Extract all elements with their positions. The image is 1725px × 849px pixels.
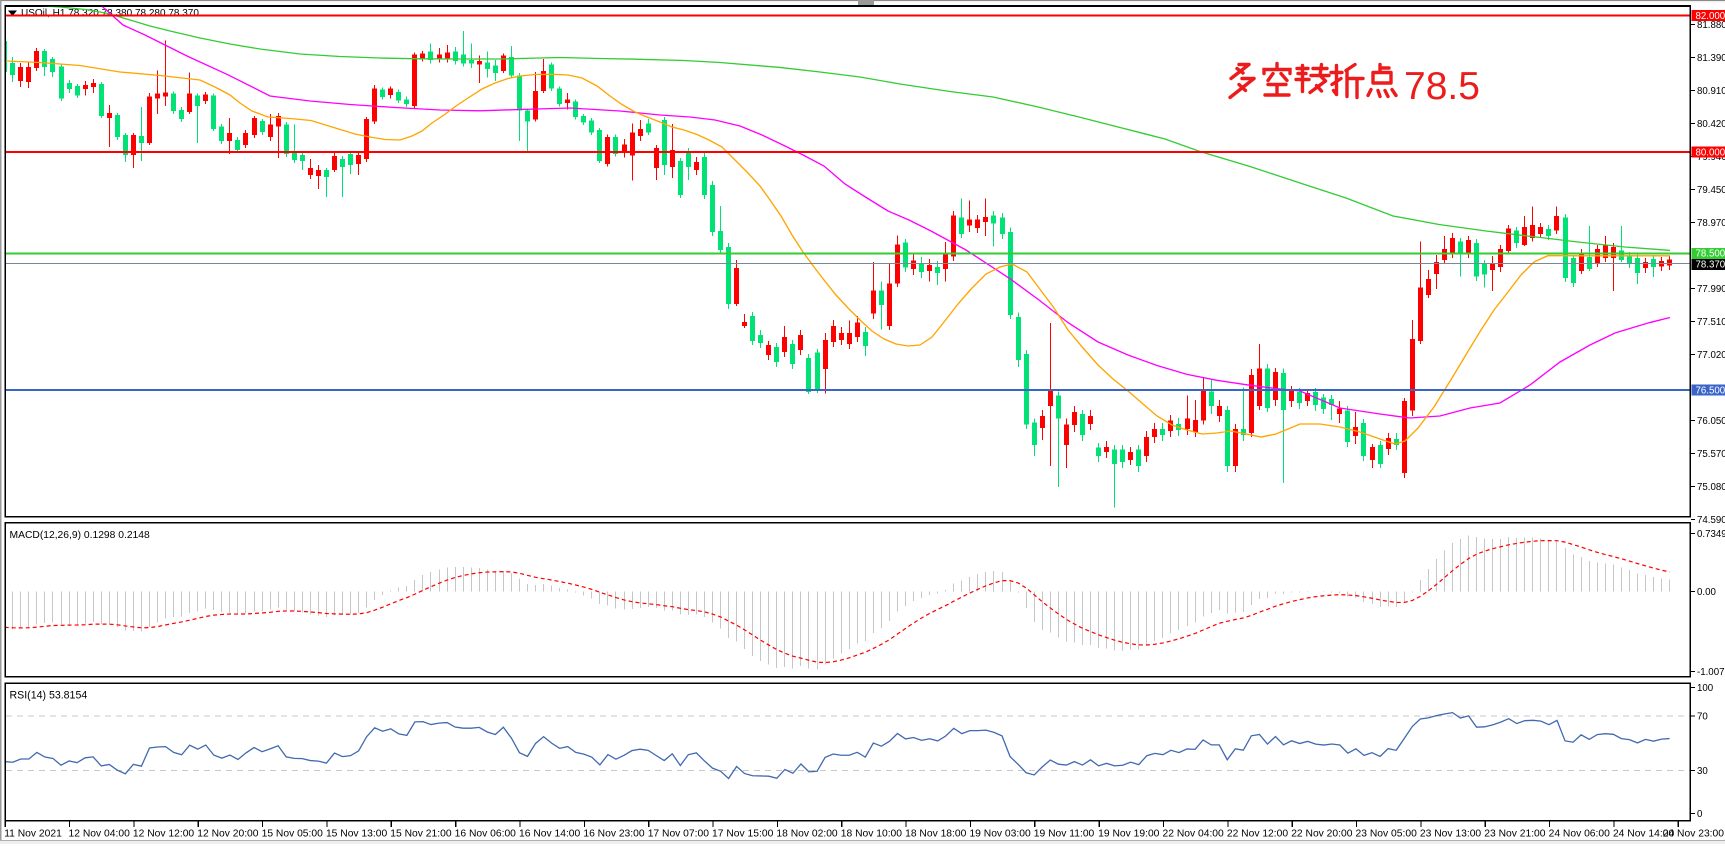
svg-text:17 Nov 07:00: 17 Nov 07:00 xyxy=(648,829,710,840)
svg-text:74.590: 74.590 xyxy=(1697,515,1725,526)
svg-text:11 Nov 2021: 11 Nov 2021 xyxy=(4,829,62,840)
svg-text:19 Nov 19:00: 19 Nov 19:00 xyxy=(1098,829,1160,840)
svg-text:23 Nov 13:00: 23 Nov 13:00 xyxy=(1420,829,1482,840)
svg-text:15 Nov 13:00: 15 Nov 13:00 xyxy=(326,829,388,840)
svg-text:-1.007: -1.007 xyxy=(1697,667,1724,678)
svg-text:78.970: 78.970 xyxy=(1697,218,1725,229)
svg-text:0: 0 xyxy=(1697,809,1703,820)
svg-text:MACD(12,26,9) 0.1298 0.2148: MACD(12,26,9) 0.1298 0.2148 xyxy=(10,530,151,541)
svg-text:30: 30 xyxy=(1697,766,1708,777)
svg-text:12 Nov 20:00: 12 Nov 20:00 xyxy=(197,829,259,840)
svg-text:75.080: 75.080 xyxy=(1697,482,1725,493)
svg-text:76.050: 76.050 xyxy=(1697,416,1725,427)
svg-text:76.500: 76.500 xyxy=(1696,385,1725,396)
svg-text:78.500: 78.500 xyxy=(1696,249,1725,260)
svg-text:78.5: 78.5 xyxy=(1404,65,1480,108)
svg-text:15 Nov 05:00: 15 Nov 05:00 xyxy=(262,829,324,840)
svg-text:19 Nov 03:00: 19 Nov 03:00 xyxy=(969,829,1031,840)
svg-text:0.7349: 0.7349 xyxy=(1697,529,1725,540)
svg-text:78.370: 78.370 xyxy=(1696,260,1725,271)
svg-text:18 Nov 10:00: 18 Nov 10:00 xyxy=(841,829,903,840)
svg-text:81.390: 81.390 xyxy=(1697,53,1725,64)
svg-text:23 Nov 21:00: 23 Nov 21:00 xyxy=(1484,829,1546,840)
svg-text:100: 100 xyxy=(1697,683,1714,694)
svg-text:77.510: 77.510 xyxy=(1697,317,1725,328)
svg-text:22 Nov 20:00: 22 Nov 20:00 xyxy=(1291,829,1353,840)
svg-text:RSI(14) 53.8154: RSI(14) 53.8154 xyxy=(10,690,88,702)
svg-text:0.00: 0.00 xyxy=(1697,587,1716,598)
svg-text:16 Nov 23:00: 16 Nov 23:00 xyxy=(583,829,645,840)
svg-text:80.000: 80.000 xyxy=(1696,147,1725,158)
svg-text:18 Nov 02:00: 18 Nov 02:00 xyxy=(776,829,838,840)
svg-text:18 Nov 18:00: 18 Nov 18:00 xyxy=(905,829,967,840)
svg-text:80.910: 80.910 xyxy=(1697,86,1725,97)
svg-text:79.450: 79.450 xyxy=(1697,185,1725,196)
svg-text:23 Nov 05:00: 23 Nov 05:00 xyxy=(1356,829,1418,840)
svg-text:24 Nov 06:00: 24 Nov 06:00 xyxy=(1549,829,1611,840)
svg-text:77.990: 77.990 xyxy=(1697,284,1725,295)
svg-text:80.420: 80.420 xyxy=(1697,119,1725,130)
svg-text:24 Nov 23:00: 24 Nov 23:00 xyxy=(1663,829,1725,840)
svg-text:77.020: 77.020 xyxy=(1697,350,1725,361)
svg-text:70: 70 xyxy=(1697,711,1708,722)
svg-text:19 Nov 11:00: 19 Nov 11:00 xyxy=(1034,829,1095,840)
svg-text:16 Nov 14:00: 16 Nov 14:00 xyxy=(519,829,581,840)
svg-text:75.570: 75.570 xyxy=(1697,449,1725,460)
svg-text:16 Nov 06:00: 16 Nov 06:00 xyxy=(455,829,517,840)
svg-text:82.000: 82.000 xyxy=(1696,11,1725,22)
svg-text:22 Nov 04:00: 22 Nov 04:00 xyxy=(1163,829,1225,840)
svg-text:15 Nov 21:00: 15 Nov 21:00 xyxy=(390,829,452,840)
svg-text:12 Nov 04:00: 12 Nov 04:00 xyxy=(69,829,131,840)
svg-text:17 Nov 15:00: 17 Nov 15:00 xyxy=(712,829,774,840)
svg-text:22 Nov 12:00: 22 Nov 12:00 xyxy=(1227,829,1289,840)
svg-text:12 Nov 12:00: 12 Nov 12:00 xyxy=(133,829,195,840)
